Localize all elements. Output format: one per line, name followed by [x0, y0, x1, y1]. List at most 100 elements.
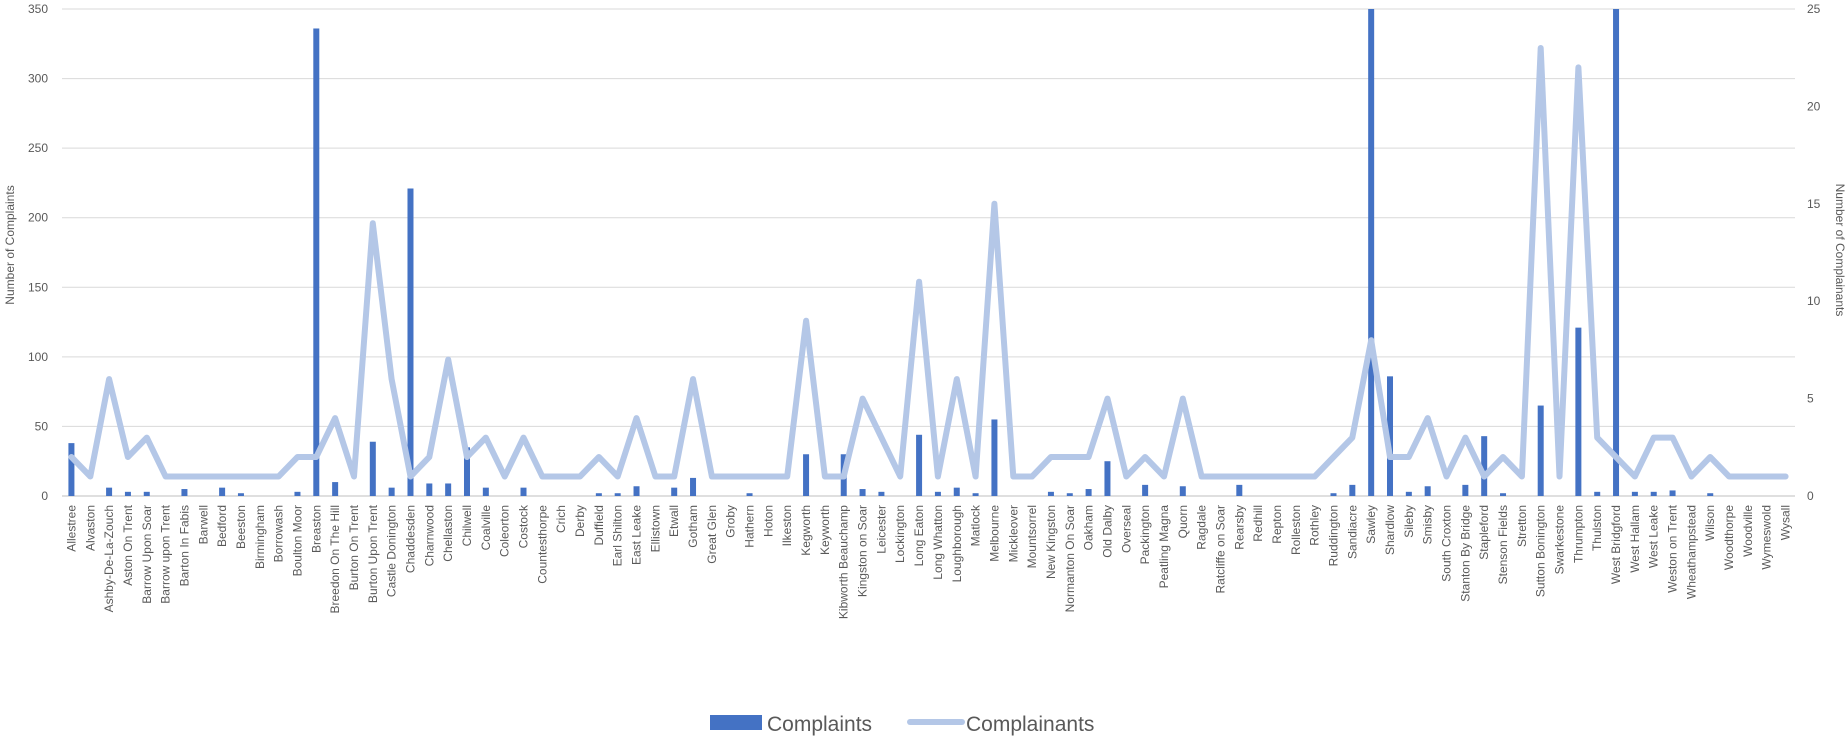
complaints-bar [369, 441, 376, 496]
complaints-bar [1424, 486, 1431, 496]
category-label: Kibworth Beauchamp [837, 505, 851, 619]
category-label: West Bridgford [1609, 505, 1623, 584]
complaints-bar [1537, 405, 1544, 496]
complaints-bar [1179, 486, 1186, 496]
category-label: Stapleford [1477, 505, 1491, 560]
complaints-bar [1368, 9, 1375, 496]
category-label: Leicester [874, 505, 888, 554]
category-label: Overseal [1119, 505, 1133, 553]
category-label: Rolleston [1289, 505, 1303, 555]
complaints-bar [1405, 491, 1412, 496]
complaints-bar [68, 443, 75, 496]
category-label: Sawley [1364, 505, 1378, 544]
right-tick-label: 0 [1807, 489, 1814, 503]
complaints-bar [1462, 484, 1469, 496]
category-label: Smisby [1421, 505, 1435, 544]
category-label: Wilson [1703, 505, 1717, 541]
category-label: Duffield [592, 505, 606, 545]
complaints-bar [1236, 484, 1243, 496]
category-label: Barrow Upon Soar [140, 505, 154, 604]
category-label: Lockington [893, 505, 907, 563]
left-axis-ticks: 0 50 100 150 200 250 300 350 [28, 2, 48, 503]
complaints-bar [972, 493, 979, 496]
complaints-bar [1500, 493, 1507, 496]
category-label: Breaston [309, 505, 323, 553]
category-label: Stanton By Bridge [1458, 505, 1472, 602]
complaints-bar [520, 487, 527, 496]
category-label: Swarkestone [1553, 505, 1567, 575]
legend-swatch-complaints [710, 715, 762, 730]
complaints-bar [803, 454, 810, 496]
complaints-bar [595, 493, 602, 496]
complaints-bar [106, 487, 113, 496]
complaints-bar [219, 487, 226, 496]
category-label: Mickleover [1006, 505, 1020, 562]
legend: Complaints Complainants [710, 713, 1094, 736]
category-label: Old Dalby [1101, 505, 1115, 558]
complaints-bar [463, 447, 470, 496]
category-label: Matlock [969, 504, 983, 546]
complaints-bar [1650, 491, 1657, 496]
complaints-bar [482, 487, 489, 496]
complaints-bar [1387, 376, 1394, 496]
category-label: Woodthorpe [1722, 505, 1736, 570]
complaints-bar [934, 491, 941, 496]
category-label: Repton [1270, 505, 1284, 544]
complaints-bar [124, 491, 131, 496]
category-label: Crich [554, 505, 568, 533]
complaints-bar [859, 489, 866, 496]
complaints-bar [690, 477, 697, 496]
complaints-bar [953, 487, 960, 496]
complaints-bar [1349, 484, 1356, 496]
complaints-bar [294, 491, 301, 496]
category-label: Peatling Magna [1157, 505, 1171, 589]
category-label: Wysall [1779, 505, 1793, 540]
complaints-bar [1085, 489, 1092, 496]
category-label: Boulton Moor [291, 505, 305, 576]
left-tick-label: 300 [28, 72, 48, 86]
category-label: New Kingston [1044, 505, 1058, 579]
category-label: Groby [724, 505, 738, 538]
complaints-bar [991, 419, 998, 496]
right-tick-label: 15 [1807, 197, 1821, 211]
complaints-bar [1047, 491, 1054, 496]
complaints-bar [445, 483, 452, 496]
complaints-bar [143, 491, 150, 496]
category-label: Melbourne [987, 505, 1001, 562]
left-tick-label: 50 [35, 419, 49, 433]
category-label: Countesthorpe [535, 505, 549, 584]
complaints-bar [614, 493, 621, 496]
category-label: Wheathampstead [1684, 505, 1698, 599]
category-label: Redhill [1251, 505, 1265, 542]
category-label: Quorn [1176, 505, 1190, 538]
category-label: Long Whatton [931, 505, 945, 580]
complaints-bar [1707, 493, 1714, 496]
category-label: Sileby [1402, 505, 1416, 538]
category-label: East Leake [630, 505, 644, 565]
category-label: Rothley [1308, 505, 1322, 546]
category-label: Ratcliffe on Soar [1214, 505, 1228, 594]
category-label: Stenson Fields [1496, 505, 1510, 584]
complaints-bar [1669, 490, 1676, 496]
category-label: Mountsorrel [1025, 505, 1039, 568]
legend-label-complaints: Complaints [767, 713, 872, 736]
category-label: Burton Upon Trent [366, 504, 380, 603]
category-label: Beeston [234, 505, 248, 549]
category-label: Hathern [743, 505, 757, 548]
category-label: Coleorton [498, 505, 512, 557]
category-label: Alvaston [83, 505, 97, 551]
category-label: Packington [1138, 505, 1152, 564]
right-axis-title: Number of Complainants [1833, 184, 1845, 317]
category-label: Allestree [64, 505, 78, 552]
category-label: Castle Donington [385, 505, 399, 597]
complaints-bar [1142, 484, 1149, 496]
complaints-bar [671, 487, 678, 496]
category-label: Wymeswold [1760, 505, 1774, 570]
category-label: Long Eaton [912, 505, 926, 566]
complaints-bar [1575, 327, 1582, 496]
left-tick-label: 100 [28, 350, 48, 364]
category-label: Gotham [686, 505, 700, 548]
left-tick-label: 250 [28, 141, 48, 155]
category-label: Stretton [1515, 505, 1529, 547]
